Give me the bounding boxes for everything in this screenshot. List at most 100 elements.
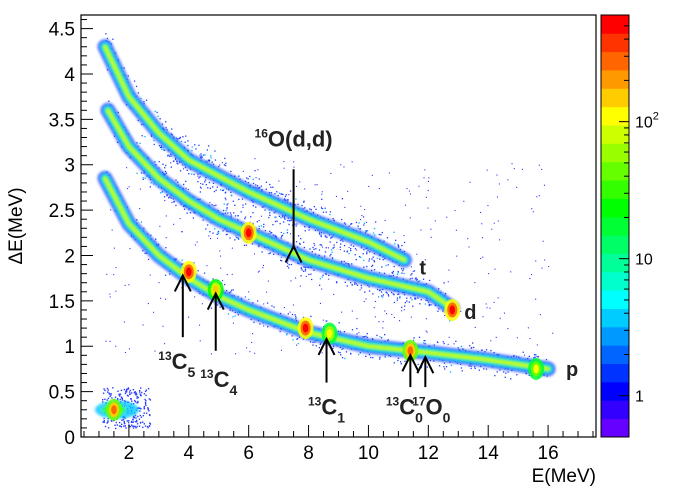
annotation-state-index: 5 xyxy=(188,364,196,380)
colorbar-tick-label: 102 xyxy=(635,111,659,132)
annotation-label: 13C5 xyxy=(158,349,195,380)
annotation-nucleus: O xyxy=(426,394,443,419)
annotation-state-index: 0 xyxy=(415,409,423,425)
annotation-nucleus: C xyxy=(172,349,188,374)
colorbar-swatch xyxy=(601,308,629,328)
colorbar-swatch xyxy=(601,198,629,218)
y-tick-label: 3 xyxy=(64,156,75,177)
annotation-state-index: 4 xyxy=(229,382,237,398)
hot-spot xyxy=(444,298,461,321)
annotation-arrow-head xyxy=(284,244,303,263)
colorbar-swatch xyxy=(601,216,629,236)
annotation: 13C5 xyxy=(158,273,196,380)
x-tick-label: 14 xyxy=(478,443,500,464)
colorbar-swatch xyxy=(601,253,629,273)
colorbar-swatch xyxy=(601,125,629,144)
annotation-arrow-head xyxy=(206,291,225,311)
colorbar-swatch xyxy=(601,290,629,309)
annotation: 17O0 xyxy=(412,354,451,425)
x-tick-label: 4 xyxy=(184,443,195,464)
colorbar-swatch xyxy=(601,33,629,53)
colorbar-swatch xyxy=(601,161,629,181)
hot-spots xyxy=(105,221,545,421)
annotation-label: 13C4 xyxy=(200,367,237,398)
annotation-nucleus: C xyxy=(399,394,415,419)
annotation: 16O(d,d) xyxy=(255,127,333,263)
annotation-nucleus: C xyxy=(214,367,230,392)
y-tick-label: 3.5 xyxy=(49,110,75,131)
annotation-label: 16O(d,d) xyxy=(255,127,333,152)
y-tick-label: 1 xyxy=(64,337,75,358)
annotation-mass-number: 13 xyxy=(158,349,172,363)
annotation-arrow-head xyxy=(416,354,435,374)
y-axis: 0 0.5 1 1.5 2 2.5 3 3.5 4 4.5 xyxy=(49,19,93,449)
y-tick-label: 1.5 xyxy=(49,292,75,313)
locus-label-p: p xyxy=(566,359,578,381)
colorbar-swatch xyxy=(601,418,629,438)
colorbar-swatch xyxy=(601,180,629,199)
locus-labels: p d t xyxy=(419,257,578,381)
particle-loci xyxy=(94,39,556,419)
hot-spot xyxy=(297,317,314,340)
colorbar-swatch xyxy=(601,326,629,346)
colorbar-swatch xyxy=(601,70,629,89)
hot-spot xyxy=(528,357,545,380)
colorbar-swatch xyxy=(601,235,629,254)
annotation-nucleus: O(d,d) xyxy=(268,127,333,152)
y-tick-label: 2 xyxy=(64,246,75,267)
hot-spot xyxy=(207,278,224,301)
annotation-label: 13C1 xyxy=(308,394,345,425)
y-tick-label: 4 xyxy=(64,65,75,86)
x-axis-label: E(MeV) xyxy=(532,466,596,487)
annotation-arrow-head xyxy=(173,273,192,292)
x-tick-label: 16 xyxy=(538,443,559,464)
colorbar-swatch xyxy=(601,88,629,108)
annotation-state-index: 1 xyxy=(337,409,345,425)
annotation-mass-number: 16 xyxy=(255,127,269,141)
colorbar-swatch xyxy=(601,363,629,383)
locus-label-t: t xyxy=(419,257,426,279)
hot-spot xyxy=(402,339,419,362)
colorbar-tick-exponent: 2 xyxy=(653,111,659,123)
annotation-nucleus: C xyxy=(321,394,337,419)
colorbar-swatch xyxy=(601,106,629,126)
annotation-mass-number: 13 xyxy=(386,394,400,408)
y-axis-label: ΔE(MeV) xyxy=(6,187,27,264)
x-axis: 2 4 6 8 10 12 14 16 xyxy=(83,425,594,464)
annotation-label: 17O0 xyxy=(412,394,450,425)
locus-label-d: d xyxy=(464,302,476,324)
colorbar-tick-label: 10 xyxy=(635,252,653,269)
annotation: 13C4 xyxy=(200,291,237,398)
colorbar-tick-base: 10 xyxy=(635,115,653,132)
colorbar-swatch xyxy=(601,381,629,401)
x-tick-label: 12 xyxy=(418,443,439,464)
annotation-mass-number: 13 xyxy=(200,367,214,381)
x-tick-label: 2 xyxy=(124,443,135,464)
annotation-arrow-head xyxy=(317,336,336,356)
annotation-mass-number: 17 xyxy=(412,394,426,408)
colorbar-swatch xyxy=(601,400,629,420)
hot-spot xyxy=(240,221,257,244)
colorbar-swatch xyxy=(601,271,629,291)
annotation: 13C0 xyxy=(386,353,423,425)
colorbar-swatch xyxy=(601,345,629,365)
annotation-arrow-head xyxy=(401,353,420,372)
colorbar-tick-label: 1 xyxy=(635,389,644,406)
y-tick-label: 2.5 xyxy=(49,201,75,222)
hot-spot xyxy=(321,322,338,345)
colorbar-swatch xyxy=(601,15,629,34)
colorbar-tick-base: 10 xyxy=(635,252,653,269)
colorbar-swatch xyxy=(601,51,629,71)
annotation-mass-number: 13 xyxy=(308,394,322,408)
colorbar-swatch xyxy=(601,143,629,163)
x-tick-label: 6 xyxy=(243,443,254,464)
x-tick-label: 10 xyxy=(358,443,379,464)
annotation-label: 13C0 xyxy=(386,394,423,425)
x-tick-label: 8 xyxy=(303,443,314,464)
hot-spot xyxy=(105,398,122,421)
y-tick-label: 0.5 xyxy=(49,383,75,404)
annotation-state-index: 0 xyxy=(443,409,451,425)
